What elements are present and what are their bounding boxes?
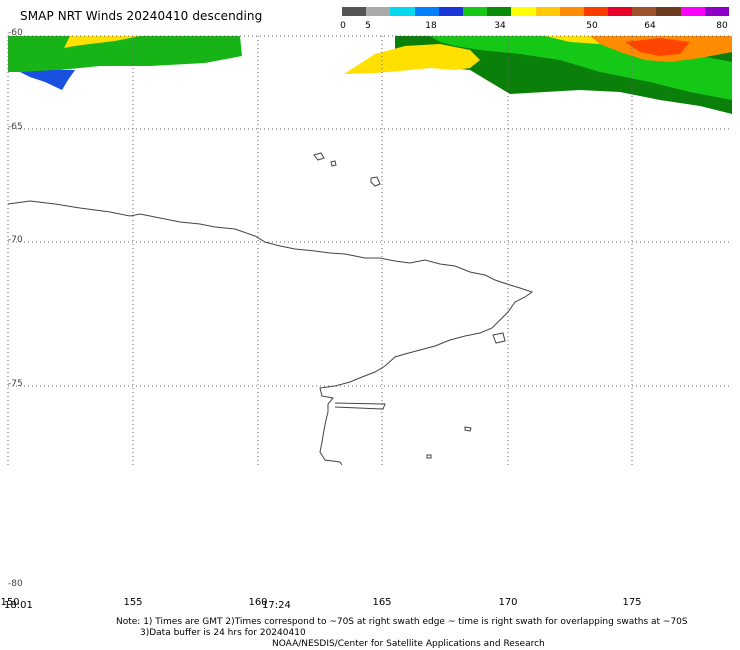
- grid: [7, 35, 732, 466]
- lat-label--70: -70: [8, 235, 23, 245]
- coastline-inlet: [334, 402, 386, 410]
- footer-note-line2: 3)Data buffer is 24 hrs for 20240410: [140, 628, 306, 638]
- wind-swath-yellow-left: [64, 36, 140, 48]
- colorbar-segment: [608, 7, 633, 16]
- footer-note-line1: Note: 1) Times are GMT 2)Times correspon…: [116, 617, 688, 627]
- colorbar-segment: [487, 7, 512, 16]
- wind-swath-red-right: [625, 38, 690, 56]
- colorbar-segment: [704, 7, 729, 16]
- colorbar-segment: [559, 7, 584, 16]
- lon-label-150: 150: [0, 597, 20, 608]
- wind-map: [7, 35, 732, 466]
- colorbar-segment: [438, 7, 463, 16]
- island-small-2: [330, 160, 337, 167]
- colorbar-segment: [414, 7, 439, 16]
- colorbar-segment: [462, 7, 488, 16]
- colorbar-segment: [511, 7, 536, 16]
- island-small-3: [370, 176, 381, 187]
- lon-label-175: 175: [622, 597, 642, 608]
- colorbar-label-0: 0: [340, 21, 346, 31]
- colorbar-segment: [390, 7, 415, 16]
- footer-credit: NOAA/NESDIS/Center for Satellite Applica…: [272, 639, 545, 649]
- colorbar-label-80: 80: [716, 21, 728, 31]
- colorbar-label-18: 18: [425, 21, 437, 31]
- colorbar-label-50: 50: [586, 21, 598, 31]
- island-small-4: [492, 332, 506, 344]
- map-title: SMAP NRT Winds 20240410 descending: [20, 9, 263, 23]
- colorbar-segment: [632, 7, 657, 16]
- wind-swath-blue-left: [20, 70, 75, 90]
- lat-label--60: -60: [8, 28, 23, 38]
- lon-label-165: 165: [372, 597, 392, 608]
- colorbar-label-64: 64: [644, 21, 656, 31]
- time-label-left: 18:01: [4, 600, 33, 611]
- antarctic-coastline: [7, 200, 534, 466]
- island-small-5: [464, 426, 472, 432]
- wind-speed-colorbar: [342, 7, 729, 16]
- colorbar-segment: [366, 7, 391, 16]
- wind-swath-left: [8, 36, 242, 90]
- colorbar-label-34: 34: [494, 21, 506, 31]
- colorbar-segment: [583, 7, 609, 16]
- island-small-1: [313, 152, 325, 161]
- lat-label--80: -80: [8, 579, 23, 589]
- lat-label--75: -75: [8, 379, 23, 389]
- coastline: [7, 152, 534, 466]
- wind-swath-yellow-right: [344, 44, 480, 74]
- lon-label-155: 155: [123, 597, 143, 608]
- lon-label-170: 170: [498, 597, 518, 608]
- colorbar-segment: [656, 7, 681, 16]
- wind-swath-right: [344, 36, 732, 114]
- island-small-6: [426, 454, 432, 459]
- colorbar-segment: [535, 7, 560, 16]
- time-label-center: 17:24: [262, 600, 291, 611]
- lon-label-160: 160: [248, 597, 268, 608]
- colorbar-segment: [680, 7, 705, 16]
- colorbar-segment: [342, 7, 367, 16]
- colorbar-label-5: 5: [365, 21, 371, 31]
- lat-label--65: -65: [8, 122, 23, 132]
